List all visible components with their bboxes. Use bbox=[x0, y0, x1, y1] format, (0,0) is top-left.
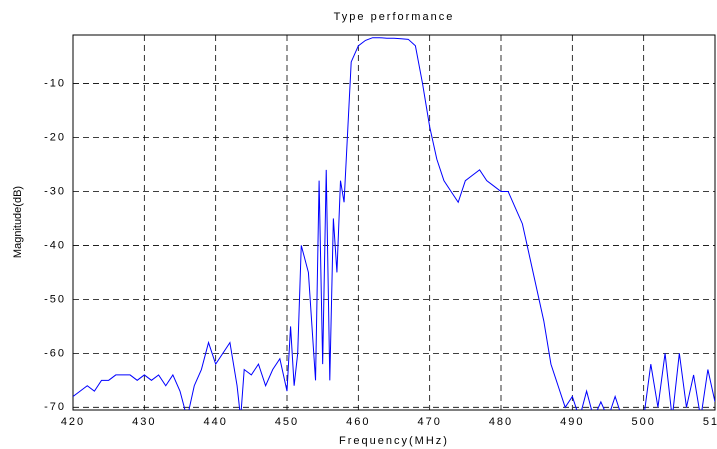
y-tick-label: -10 bbox=[44, 77, 66, 89]
x-tick-label: 460 bbox=[346, 416, 370, 428]
x-tick-label: 500 bbox=[631, 416, 655, 428]
x-tick-label: 430 bbox=[132, 416, 156, 428]
x-tick-label: 440 bbox=[203, 416, 227, 428]
y-axis-label: Magnitude(dB) bbox=[12, 186, 24, 258]
x-tick-label: 450 bbox=[275, 416, 299, 428]
x-tick-label: 420 bbox=[61, 416, 85, 428]
y-tick-label: -20 bbox=[44, 131, 66, 143]
x-tick-label: 510 bbox=[703, 416, 717, 428]
y-tick-label: -40 bbox=[44, 239, 66, 251]
y-tick-label: -30 bbox=[44, 185, 66, 197]
x-tick-label: 490 bbox=[560, 416, 584, 428]
plot-frame bbox=[72, 34, 716, 411]
y-tick-label: -70 bbox=[44, 401, 66, 413]
y-tick-label: -50 bbox=[44, 293, 66, 305]
y-tick-label: -60 bbox=[44, 347, 66, 359]
x-axis-label: Frequency(MHz) bbox=[339, 435, 449, 447]
x-tick-label: 470 bbox=[417, 416, 441, 428]
x-tick-label: 480 bbox=[489, 416, 513, 428]
data-line bbox=[73, 37, 715, 410]
chart-title: Type performance bbox=[334, 11, 455, 23]
